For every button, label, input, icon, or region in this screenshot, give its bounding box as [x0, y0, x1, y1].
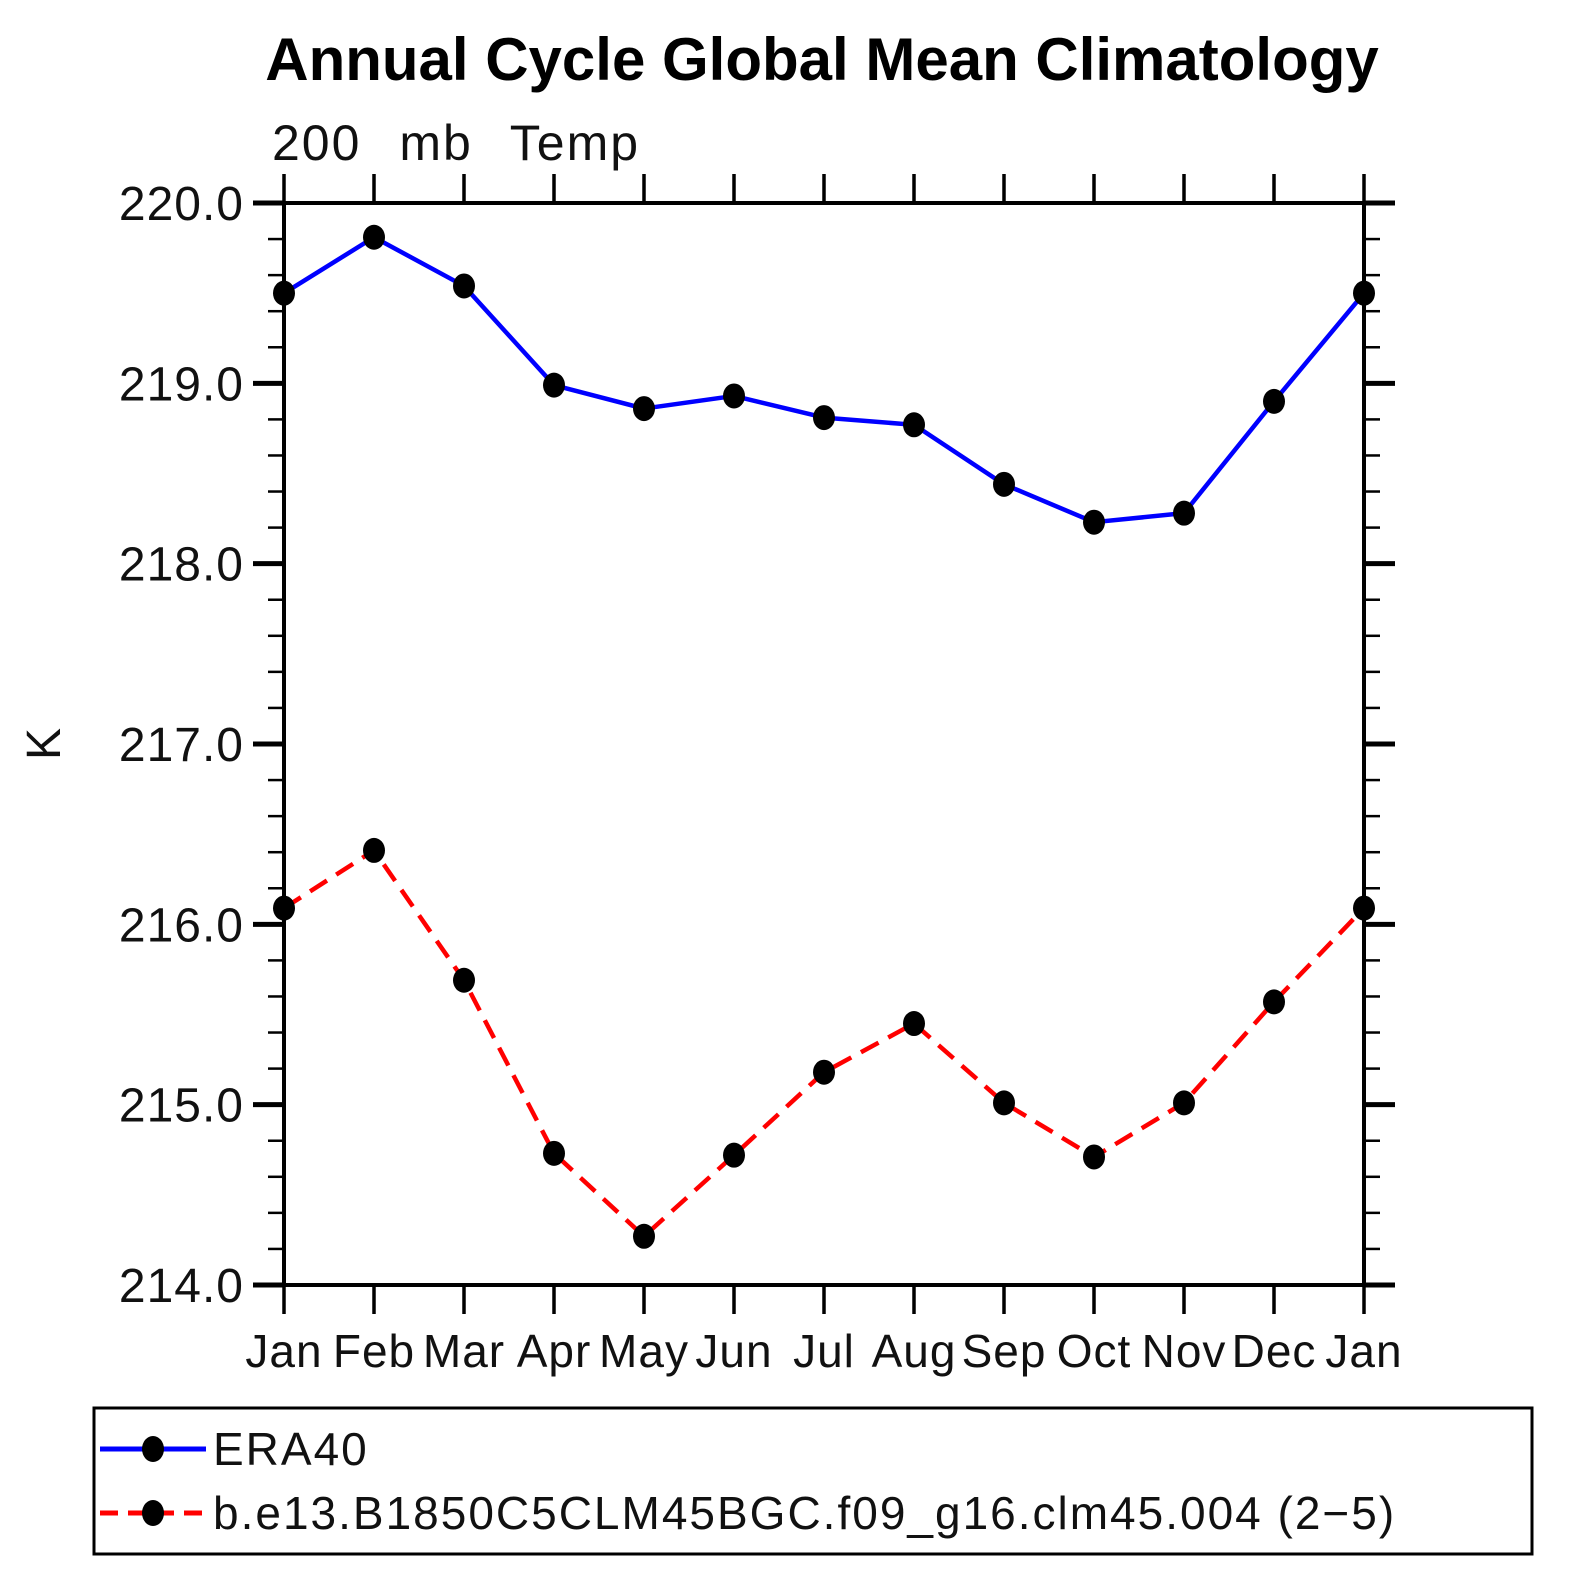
legend-label-model: b.e13.B1850C5CLM45BGC.f09_g16.clm45.004 … [213, 1487, 1396, 1539]
data-point-era40 [723, 383, 745, 409]
data-point-era40 [543, 372, 565, 398]
data-point-era40 [363, 224, 385, 250]
x-tick-label: Jan [245, 1325, 322, 1377]
y-tick-label: 219.0 [119, 358, 244, 411]
x-tick-label: Jul [793, 1325, 855, 1377]
data-point-model [1263, 989, 1285, 1015]
data-point-model [1353, 895, 1375, 921]
data-point-model [273, 895, 295, 921]
x-tick-label: Jan [1325, 1325, 1402, 1377]
x-tick-label: Aug [872, 1325, 957, 1377]
chart-title: Annual Cycle Global Mean Climatology [265, 26, 1379, 93]
legend-marker-model [142, 1500, 164, 1526]
y-tick-label: 215.0 [119, 1080, 244, 1133]
axis-ticks [253, 174, 1395, 1314]
x-tick-label: Feb [333, 1325, 415, 1377]
y-axis-label: K [18, 728, 71, 760]
legend-marker-era40 [142, 1436, 164, 1462]
data-point-era40 [453, 273, 475, 299]
legend-box [92, 1406, 1534, 1556]
data-point-model [813, 1059, 835, 1085]
plot-box [282, 201, 1366, 1287]
data-point-model [453, 967, 475, 993]
data-point-model [993, 1090, 1015, 1116]
y-tick-label: 214.0 [119, 1260, 244, 1313]
data-point-model [633, 1223, 655, 1249]
x-tick-label: Apr [517, 1325, 592, 1377]
data-point-era40 [273, 280, 295, 306]
data-point-model [903, 1011, 925, 1037]
data-point-era40 [1083, 509, 1105, 535]
x-tick-label: Oct [1057, 1325, 1132, 1377]
data-series [273, 224, 1375, 1249]
y-tick-label: 218.0 [119, 539, 244, 592]
data-point-model [1173, 1090, 1195, 1116]
data-point-era40 [1173, 500, 1195, 526]
y-tick-label: 217.0 [119, 719, 244, 772]
legend-label-era40: ERA40 [213, 1423, 369, 1475]
data-point-era40 [1263, 388, 1285, 414]
legend: ERA40 b.e13.B1850C5CLM45BGC.f09_g16.clm4… [92, 1406, 1534, 1556]
x-tick-label: Sep [962, 1325, 1047, 1377]
data-point-era40 [903, 412, 925, 438]
data-point-era40 [633, 396, 655, 422]
x-tick-label: Nov [1142, 1325, 1227, 1377]
data-point-model [363, 837, 385, 863]
x-tick-label: Jun [695, 1325, 772, 1377]
data-point-era40 [1353, 280, 1375, 306]
series-line-era40 [282, 235, 1366, 525]
x-tick-label: Mar [423, 1325, 505, 1377]
data-point-model [1083, 1144, 1105, 1170]
x-tick-label: Dec [1232, 1325, 1317, 1377]
x-tick-label: May [599, 1325, 689, 1377]
data-point-model [723, 1142, 745, 1168]
data-point-model [543, 1140, 565, 1166]
y-tick-label: 216.0 [119, 899, 244, 952]
chart-subtitle: 200 mb Temp [272, 115, 640, 171]
y-tick-label: 220.0 [119, 178, 244, 231]
data-point-era40 [813, 405, 835, 431]
series-line-model [282, 848, 1366, 1239]
data-point-era40 [993, 471, 1015, 497]
